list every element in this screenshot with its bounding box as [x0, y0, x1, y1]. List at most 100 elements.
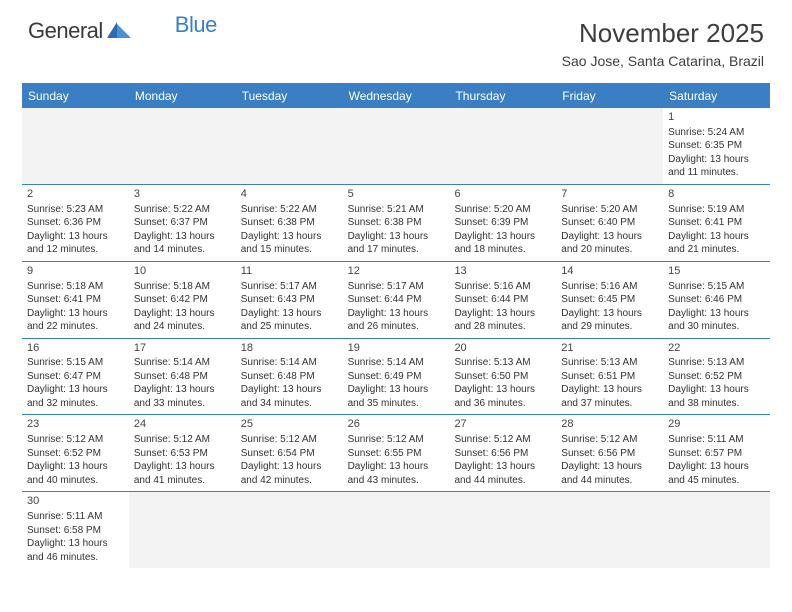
day-detail-line: Daylight: 13 hours [668, 383, 765, 397]
weekday-header: Friday [556, 85, 663, 108]
day-number: 18 [241, 341, 338, 356]
day-number: 24 [134, 417, 231, 432]
day-number: 10 [134, 264, 231, 279]
day-cell-blank [22, 108, 129, 184]
day-detail-line: Daylight: 13 hours [134, 383, 231, 397]
location-subtitle: Sao Jose, Santa Catarina, Brazil [562, 53, 764, 69]
brand-logo: General Blue [28, 18, 217, 47]
day-detail-line: Daylight: 13 hours [27, 383, 124, 397]
day-detail-line: Sunrise: 5:24 AM [668, 126, 765, 140]
day-detail-line: and 35 minutes. [348, 397, 445, 411]
day-detail-line: and 22 minutes. [27, 320, 124, 334]
day-cell: 16Sunrise: 5:15 AMSunset: 6:47 PMDayligh… [22, 339, 129, 415]
day-cell: 9Sunrise: 5:18 AMSunset: 6:41 PMDaylight… [22, 262, 129, 338]
day-detail-line: Daylight: 13 hours [454, 383, 551, 397]
day-number: 23 [27, 417, 124, 432]
day-detail-line: and 43 minutes. [348, 474, 445, 488]
day-detail-line: Sunset: 6:56 PM [561, 447, 658, 461]
day-detail-line: Sunrise: 5:15 AM [27, 356, 124, 370]
day-detail-line: Sunset: 6:42 PM [134, 293, 231, 307]
day-detail-line: Sunrise: 5:11 AM [27, 510, 124, 524]
day-cell: 5Sunrise: 5:21 AMSunset: 6:38 PMDaylight… [343, 185, 450, 261]
day-cell-blank [556, 108, 663, 184]
day-detail-line: and 36 minutes. [454, 397, 551, 411]
day-cell: 11Sunrise: 5:17 AMSunset: 6:43 PMDayligh… [236, 262, 343, 338]
day-detail-line: Sunset: 6:49 PM [348, 370, 445, 384]
day-detail-line: Sunrise: 5:16 AM [561, 280, 658, 294]
day-number: 26 [348, 417, 445, 432]
brand-part2: Blue [175, 12, 217, 38]
day-detail-line: Sunrise: 5:22 AM [134, 203, 231, 217]
day-detail-line: Sunset: 6:41 PM [668, 216, 765, 230]
day-detail-line: Sunrise: 5:23 AM [27, 203, 124, 217]
day-detail-line: Daylight: 13 hours [668, 153, 765, 167]
day-detail-line: Sunrise: 5:18 AM [134, 280, 231, 294]
day-detail-line: and 24 minutes. [134, 320, 231, 334]
day-detail-line: Sunset: 6:47 PM [27, 370, 124, 384]
day-cell: 7Sunrise: 5:20 AMSunset: 6:40 PMDaylight… [556, 185, 663, 261]
day-detail-line: and 46 minutes. [27, 551, 124, 565]
day-detail-line: Sunrise: 5:17 AM [241, 280, 338, 294]
day-detail-line: and 44 minutes. [561, 474, 658, 488]
day-detail-line: Daylight: 13 hours [454, 460, 551, 474]
day-cell: 10Sunrise: 5:18 AMSunset: 6:42 PMDayligh… [129, 262, 236, 338]
day-detail-line: Sunrise: 5:14 AM [348, 356, 445, 370]
day-number: 21 [561, 341, 658, 356]
day-number: 8 [668, 187, 765, 202]
day-cell: 14Sunrise: 5:16 AMSunset: 6:45 PMDayligh… [556, 262, 663, 338]
day-detail-line: and 37 minutes. [561, 397, 658, 411]
day-detail-line: Daylight: 13 hours [454, 307, 551, 321]
day-cell: 17Sunrise: 5:14 AMSunset: 6:48 PMDayligh… [129, 339, 236, 415]
weekday-header: Monday [129, 85, 236, 108]
day-cell-blank [236, 108, 343, 184]
day-detail-line: Sunset: 6:39 PM [454, 216, 551, 230]
day-number: 20 [454, 341, 551, 356]
day-detail-line: Sunrise: 5:14 AM [134, 356, 231, 370]
day-number: 9 [27, 264, 124, 279]
day-number: 2 [27, 187, 124, 202]
calendar-grid: SundayMondayTuesdayWednesdayThursdayFrid… [22, 83, 770, 568]
day-number: 27 [454, 417, 551, 432]
day-detail-line: Sunrise: 5:22 AM [241, 203, 338, 217]
day-cell: 18Sunrise: 5:14 AMSunset: 6:48 PMDayligh… [236, 339, 343, 415]
day-detail-line: and 41 minutes. [134, 474, 231, 488]
weekday-header-row: SundayMondayTuesdayWednesdayThursdayFrid… [22, 85, 770, 108]
day-detail-line: Sunset: 6:41 PM [27, 293, 124, 307]
day-cell-blank [236, 492, 343, 568]
day-detail-line: Daylight: 13 hours [348, 460, 445, 474]
weekday-header: Sunday [22, 85, 129, 108]
day-number: 15 [668, 264, 765, 279]
day-cell: 1Sunrise: 5:24 AMSunset: 6:35 PMDaylight… [663, 108, 770, 184]
day-detail-line: and 26 minutes. [348, 320, 445, 334]
day-detail-line: and 20 minutes. [561, 243, 658, 257]
day-detail-line: Daylight: 13 hours [668, 460, 765, 474]
day-detail-line: Daylight: 13 hours [241, 383, 338, 397]
day-detail-line: Sunrise: 5:12 AM [454, 433, 551, 447]
day-detail-line: Daylight: 13 hours [561, 383, 658, 397]
day-detail-line: Sunset: 6:38 PM [348, 216, 445, 230]
weekday-header: Wednesday [343, 85, 450, 108]
day-detail-line: Daylight: 13 hours [241, 307, 338, 321]
day-cell-blank [129, 108, 236, 184]
day-number: 12 [348, 264, 445, 279]
day-detail-line: and 42 minutes. [241, 474, 338, 488]
day-cell: 24Sunrise: 5:12 AMSunset: 6:53 PMDayligh… [129, 415, 236, 491]
day-number: 4 [241, 187, 338, 202]
day-cell: 21Sunrise: 5:13 AMSunset: 6:51 PMDayligh… [556, 339, 663, 415]
day-detail-line: Daylight: 13 hours [561, 307, 658, 321]
day-detail-line: and 44 minutes. [454, 474, 551, 488]
day-detail-line: Daylight: 13 hours [668, 230, 765, 244]
day-detail-line: Daylight: 13 hours [134, 460, 231, 474]
day-number: 5 [348, 187, 445, 202]
day-detail-line: Daylight: 13 hours [134, 307, 231, 321]
week-row: 2Sunrise: 5:23 AMSunset: 6:36 PM Daylight… [22, 185, 770, 262]
day-detail-line: Sunset: 6:36 PM [27, 216, 124, 230]
day-detail-line: Sunset: 6:37 PM [134, 216, 231, 230]
day-number: 25 [241, 417, 338, 432]
day-cell: 12Sunrise: 5:17 AMSunset: 6:44 PMDayligh… [343, 262, 450, 338]
day-detail-line: Sunset: 6:50 PM [454, 370, 551, 384]
day-detail-line: Sunset: 6:46 PM [668, 293, 765, 307]
day-cell: 8Sunrise: 5:19 AMSunset: 6:41 PMDaylight… [663, 185, 770, 261]
week-row: 23Sunrise: 5:12 AMSunset: 6:52 PMDayligh… [22, 415, 770, 492]
day-detail-line: Sunset: 6:43 PM [241, 293, 338, 307]
